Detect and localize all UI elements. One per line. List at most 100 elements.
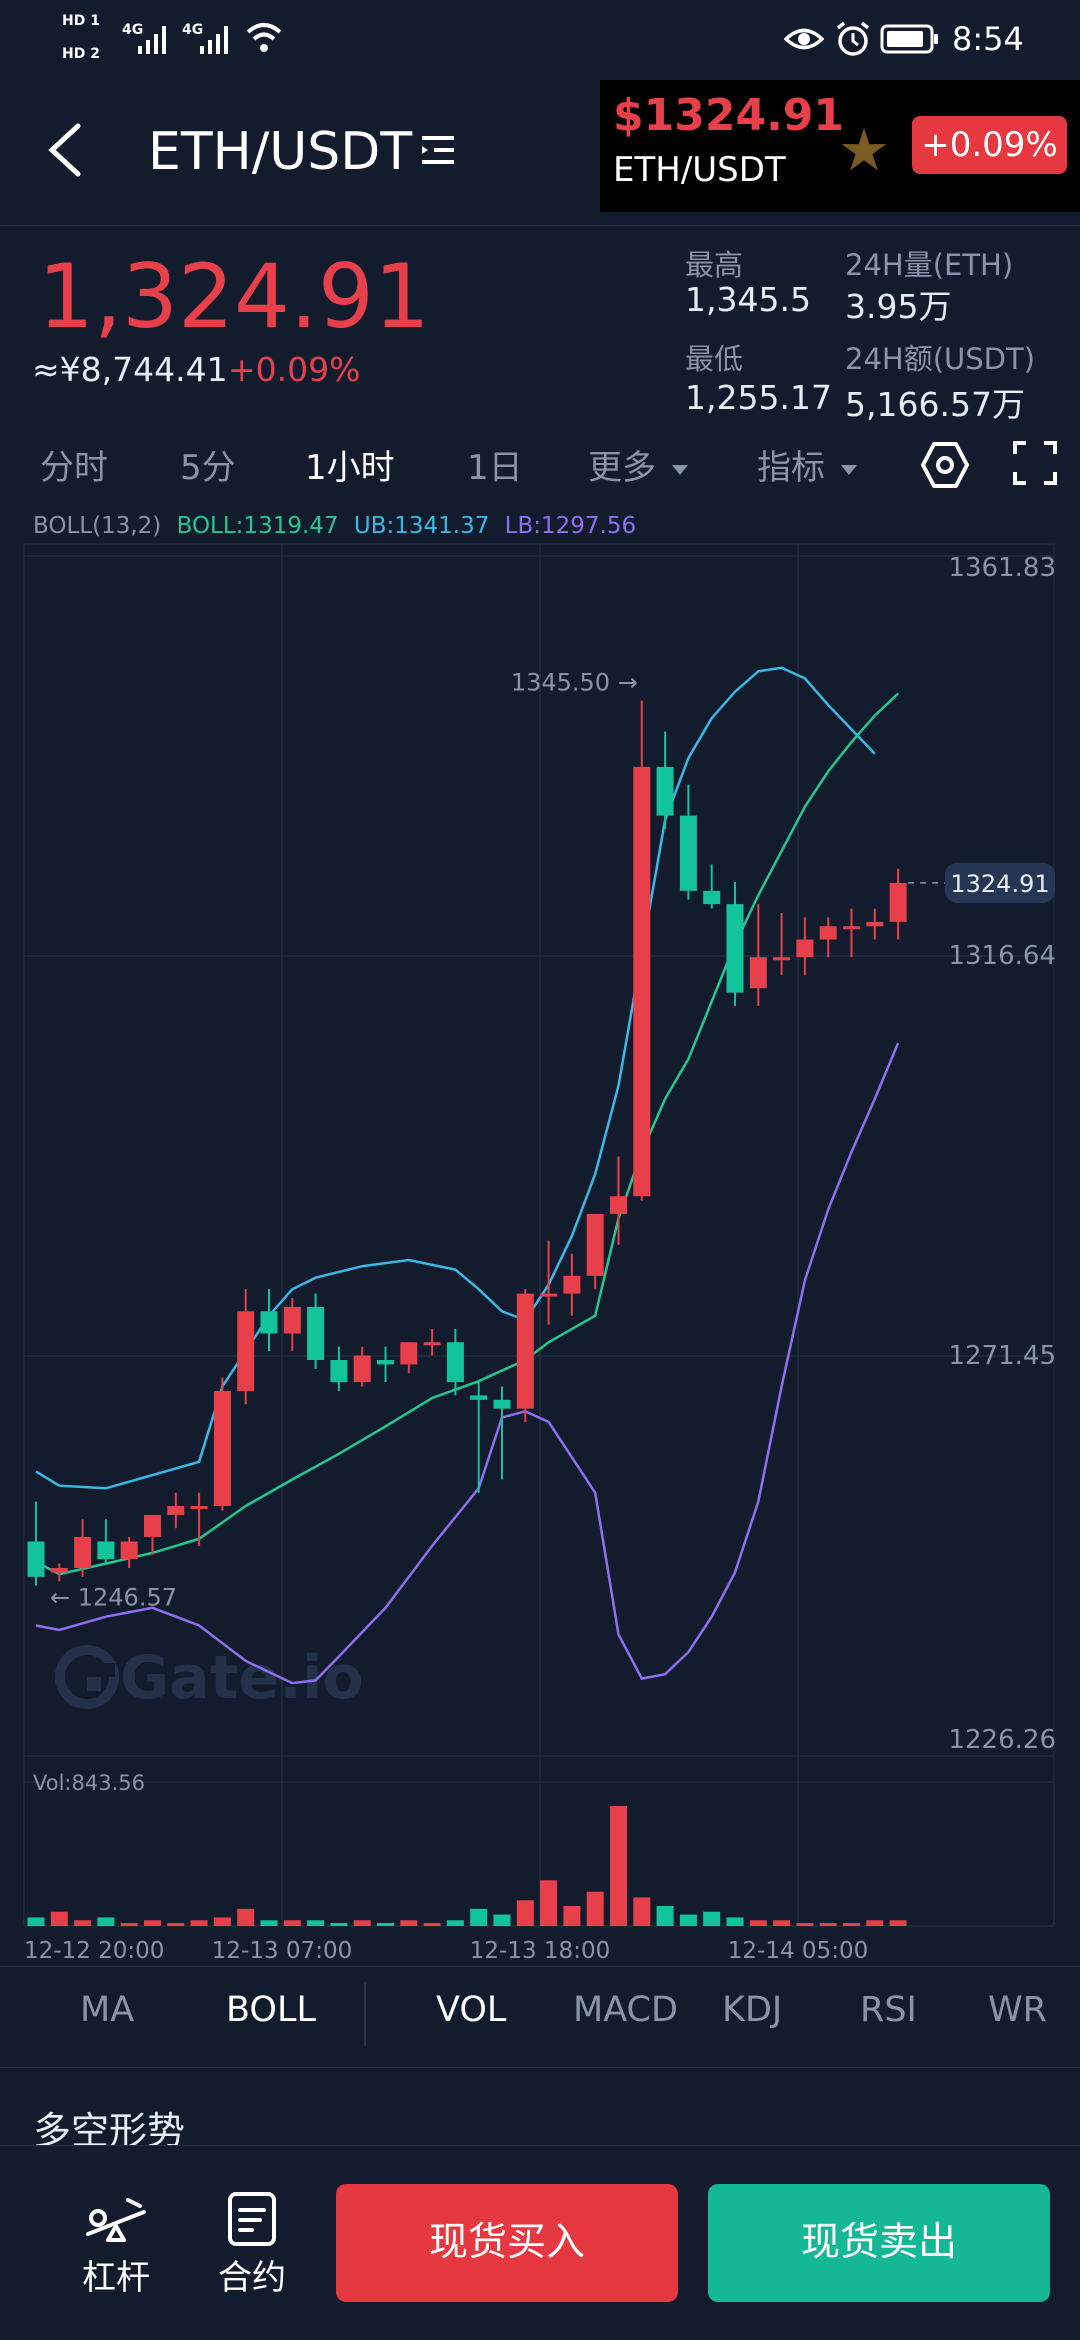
candle xyxy=(470,1382,488,1493)
candle xyxy=(237,1289,255,1405)
tab-boll[interactable]: BOLL xyxy=(226,1990,316,2030)
high-value: 1,345.5 xyxy=(685,280,811,319)
candle xyxy=(726,882,744,1006)
tab-rsi[interactable]: RSI xyxy=(860,1990,917,2030)
volume-bar xyxy=(866,1920,884,1926)
candle-body xyxy=(819,926,837,940)
candle xyxy=(330,1346,348,1391)
turnover-24h-label: 24H额(USDT) xyxy=(845,342,1036,376)
current-price-tag xyxy=(945,862,1055,903)
candle-body xyxy=(726,904,744,993)
candle-body xyxy=(749,957,767,989)
settings-hex-icon[interactable] xyxy=(920,440,970,490)
candle-body xyxy=(283,1306,301,1334)
candles xyxy=(27,700,907,1586)
floating-ticker-change-badge: +0.09% xyxy=(912,116,1067,174)
candle-body xyxy=(400,1342,418,1365)
high-marker: 1345.50 → xyxy=(511,669,638,697)
volume-bar xyxy=(400,1920,418,1926)
leverage-label: 杠杆 xyxy=(82,2258,150,2298)
leverage-button[interactable]: 杠杆 xyxy=(76,2190,156,2299)
tab-macd[interactable]: MACD xyxy=(573,1990,678,2030)
tab-indicators[interactable]: 指标 xyxy=(757,440,857,489)
candle xyxy=(400,1342,418,1374)
fullscreen-icon[interactable] xyxy=(1012,440,1058,486)
contract-button[interactable]: 合约 xyxy=(212,2190,292,2299)
back-icon[interactable] xyxy=(42,120,92,180)
tab-vol[interactable]: VOL xyxy=(436,1990,507,2030)
sim2-label: HD 2 xyxy=(62,46,100,62)
volume-label: Vol:843.56 xyxy=(33,1771,145,1795)
divider xyxy=(0,225,1080,226)
net1-label: 4G xyxy=(122,22,144,38)
candle xyxy=(97,1519,115,1564)
pair-title: ETH/USDT xyxy=(148,122,413,182)
tab-more[interactable]: 更多 xyxy=(588,440,688,489)
candle xyxy=(540,1240,558,1325)
tab-wr[interactable]: WR xyxy=(988,1990,1047,2030)
volume-24h-label: 24H量(ETH) xyxy=(845,248,1014,282)
turnover-24h-value: 5,166.57万 xyxy=(845,385,1025,424)
contract-icon xyxy=(228,2192,276,2246)
volume-bar xyxy=(283,1920,301,1926)
volume-bar xyxy=(773,1920,791,1926)
tab-kdj[interactable]: KDJ xyxy=(722,1990,783,2030)
floating-ticker-price: $1324.91 xyxy=(613,90,845,141)
volume-bar xyxy=(167,1923,185,1926)
tab-1day[interactable]: 1日 xyxy=(467,448,523,488)
candlestick-chart[interactable]: Gate.io 1361.83 1316.64 1271.45 1226.26 1324… xyxy=(0,540,1080,1960)
candle-body xyxy=(633,766,651,1197)
pair-menu-icon[interactable] xyxy=(420,132,460,168)
volume-bar xyxy=(27,1917,45,1926)
candle-body xyxy=(190,1506,208,1510)
candle-body xyxy=(493,1399,511,1409)
candle-body xyxy=(330,1359,348,1383)
candle xyxy=(516,1289,534,1422)
candle xyxy=(446,1329,464,1396)
spot-sell-button[interactable]: 现货卖出 xyxy=(708,2184,1050,2302)
signal-icon xyxy=(138,26,166,54)
cny-value: ≈¥8,744.41 xyxy=(32,350,228,389)
candle xyxy=(796,917,814,975)
battery-icon xyxy=(880,24,938,54)
boll-mid-line xyxy=(35,692,899,1576)
volume-bar xyxy=(237,1908,255,1926)
x-axis-label: 12-12 20:00 xyxy=(24,1938,164,1960)
legend-boll: BOLL(13,2) xyxy=(33,513,162,539)
low-marker: ← 1246.57 xyxy=(50,1584,177,1612)
candle-body xyxy=(353,1355,371,1383)
favorite-star-icon[interactable]: ★ xyxy=(838,116,890,184)
x-axis-label: 12-13 07:00 xyxy=(212,1938,352,1960)
tab-1hour[interactable]: 1小时 xyxy=(305,448,395,488)
tab-5min[interactable]: 5分 xyxy=(180,448,236,488)
bollinger-bands xyxy=(35,666,900,1685)
volume-bar xyxy=(50,1911,68,1926)
candle-body xyxy=(470,1395,488,1400)
tab-separator xyxy=(364,1982,366,2046)
volume-bar xyxy=(586,1891,604,1926)
legend-boll-upper: UB:1341.37 xyxy=(353,513,490,539)
volume-bar xyxy=(889,1920,907,1926)
volume-bar xyxy=(190,1920,208,1926)
tab-ma[interactable]: MA xyxy=(80,1990,135,2030)
low-label: 最低 xyxy=(685,342,744,376)
candle-body xyxy=(97,1541,115,1560)
candle xyxy=(679,784,697,900)
y-axis-label: 1226.26 xyxy=(948,1725,1056,1755)
candle-body xyxy=(563,1275,581,1294)
chevron-down-icon xyxy=(672,464,688,475)
tab-timeshare[interactable]: 分时 xyxy=(40,448,108,488)
legend-boll-lower: LB:1297.56 xyxy=(504,513,637,539)
high-label: 最高 xyxy=(685,248,744,282)
candle xyxy=(50,1563,68,1582)
boll-lower-line xyxy=(35,1042,900,1685)
candle-body xyxy=(167,1506,185,1515)
candle-body xyxy=(27,1541,45,1577)
spot-buy-button[interactable]: 现货买入 xyxy=(336,2184,678,2302)
candle-body xyxy=(307,1306,325,1360)
candle-body xyxy=(213,1390,231,1507)
candle-body xyxy=(377,1359,394,1365)
volume-bar xyxy=(610,1806,627,1926)
volume-bar xyxy=(493,1914,511,1926)
chevron-down-icon xyxy=(841,464,857,475)
